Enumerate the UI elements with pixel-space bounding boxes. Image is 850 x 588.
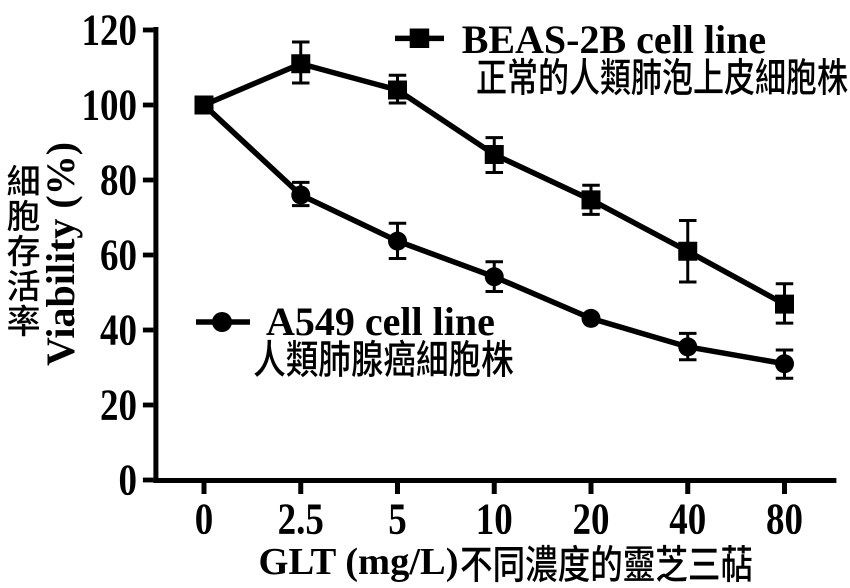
svg-text:80: 80	[100, 155, 137, 204]
svg-text:0: 0	[195, 494, 214, 543]
svg-text:GLT (mg/L): GLT (mg/L)	[259, 541, 459, 583]
svg-text:40: 40	[100, 305, 137, 354]
svg-text:80: 80	[766, 494, 803, 543]
svg-text:Viability (%): Viability (%)	[38, 142, 83, 366]
svg-text:100: 100	[82, 80, 137, 129]
svg-text:120: 120	[82, 5, 137, 54]
svg-text:60: 60	[100, 230, 137, 279]
svg-text:40: 40	[669, 494, 706, 543]
svg-text:20: 20	[573, 494, 610, 543]
svg-text:20: 20	[100, 380, 137, 429]
svg-text:A549 cell line: A549 cell line	[266, 299, 495, 344]
svg-text:0: 0	[118, 455, 137, 504]
svg-text:10: 10	[476, 494, 513, 543]
svg-text:2.5: 2.5	[278, 494, 324, 543]
svg-text:BEAS-2B cell line: BEAS-2B cell line	[462, 17, 766, 62]
svg-text:5: 5	[388, 494, 407, 543]
